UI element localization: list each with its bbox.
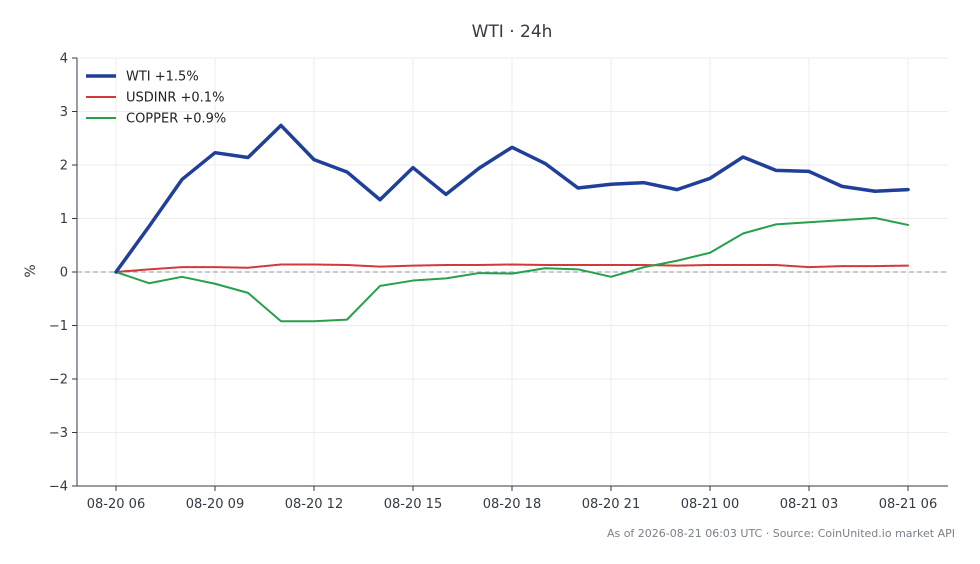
chart-title: WTI · 24h — [472, 22, 553, 42]
y-tick-label: 1 — [60, 212, 68, 227]
x-tick-label: 08-20 06 — [87, 497, 145, 512]
y-tick-label: −3 — [49, 426, 68, 441]
x-ticks: 08-20 06 08-20 09 08-20 12 08-20 15 08-20 18… — [87, 486, 937, 512]
x-tick-label: 08-21 00 — [681, 497, 739, 512]
series-lines — [114, 123, 910, 323]
x-tick-label: 08-20 09 — [186, 497, 244, 512]
legend-label: COPPER +0.9% — [126, 112, 226, 127]
x-tick-label: 08-21 06 — [879, 497, 937, 512]
y-tick-label: 2 — [60, 159, 68, 174]
x-tick-label: 08-20 18 — [483, 497, 541, 512]
legend-label: WTI +1.5% — [126, 70, 199, 85]
y-axis-label: % — [23, 264, 39, 277]
x-tick-label: 08-20 12 — [285, 497, 343, 512]
y-tick-label: 4 — [60, 52, 68, 67]
footer-source: As of 2026-08-21 06:03 UTC · Source: Coi… — [607, 527, 955, 540]
x-tick-label: 08-20 15 — [384, 497, 442, 512]
y-tick-label: −4 — [49, 480, 68, 495]
y-tick-label: −2 — [49, 373, 68, 388]
legend: WTI +1.5% USDINR +0.1% COPPER +0.9% — [86, 70, 226, 127]
y-tick-label: 0 — [60, 266, 68, 281]
series-line — [115, 263, 909, 273]
x-tick-label: 08-20 21 — [582, 497, 640, 512]
series-line — [114, 123, 910, 274]
y-tick-label: 3 — [60, 105, 68, 120]
y-tick-label: −1 — [49, 319, 68, 334]
legend-label: USDINR +0.1% — [126, 91, 224, 106]
x-tick-label: 08-21 03 — [780, 497, 838, 512]
y-ticks: 4 3 2 1 0 −1 −2 −3 −4 — [49, 52, 77, 495]
series-line — [115, 216, 909, 323]
